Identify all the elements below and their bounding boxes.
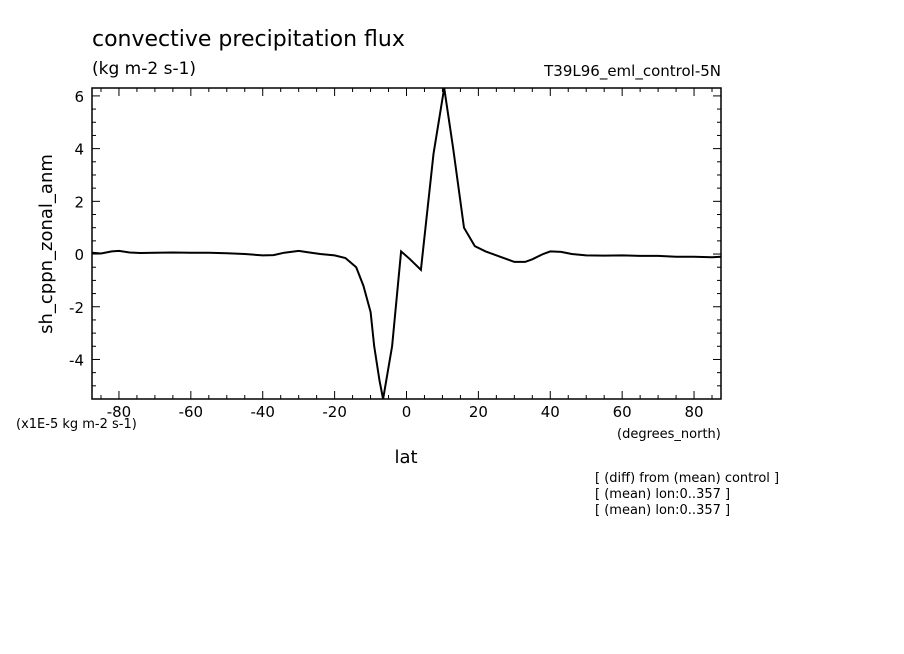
x-tick-label: 60 xyxy=(613,403,632,421)
x-tick-label: -60 xyxy=(179,403,204,421)
units-label: (kg m-2 s-1) xyxy=(92,59,196,79)
x-tick-labels: -80 -60 -40 -20 0 20 40 60 80 xyxy=(107,403,704,421)
y-tick-label: 6 xyxy=(74,88,84,106)
run-label: T39L96_eml_control-5N xyxy=(543,62,721,81)
x-tick-label: 0 xyxy=(402,403,412,421)
note-line: [ (mean) lon:0..357 ] xyxy=(595,503,730,518)
note-line: [ (diff) from (mean) control ] xyxy=(595,471,779,486)
x-tick-label: -20 xyxy=(322,403,347,421)
y-tick-label: -2 xyxy=(69,299,84,317)
note-line: [ (mean) lon:0..357 ] xyxy=(595,487,730,502)
y-tick-label: 2 xyxy=(74,193,84,211)
x-tick-label: -40 xyxy=(250,403,275,421)
plot-frame xyxy=(91,87,722,400)
y-axis-label: sh_cppn_zonal_anm xyxy=(36,154,57,334)
chart-title: convective precipitation flux xyxy=(92,27,405,52)
y-tick-label: -4 xyxy=(69,351,84,369)
series-line xyxy=(91,87,722,400)
y-tick-label: 4 xyxy=(74,141,84,159)
x-tick-label: -80 xyxy=(107,403,132,421)
x-axis-label: lat xyxy=(394,447,417,468)
x-tick-label: 20 xyxy=(469,403,488,421)
axis-ticks xyxy=(92,88,721,400)
y-tick-labels: -4 -2 0 2 4 6 xyxy=(69,88,84,370)
x-tick-label: 40 xyxy=(541,403,560,421)
y-tick-label: 0 xyxy=(74,246,84,264)
x-tick-label: 80 xyxy=(684,403,703,421)
x-units-label: (degrees_north) xyxy=(617,427,721,442)
y-scale-note: (x1E-5 kg m-2 s-1) xyxy=(16,417,137,432)
